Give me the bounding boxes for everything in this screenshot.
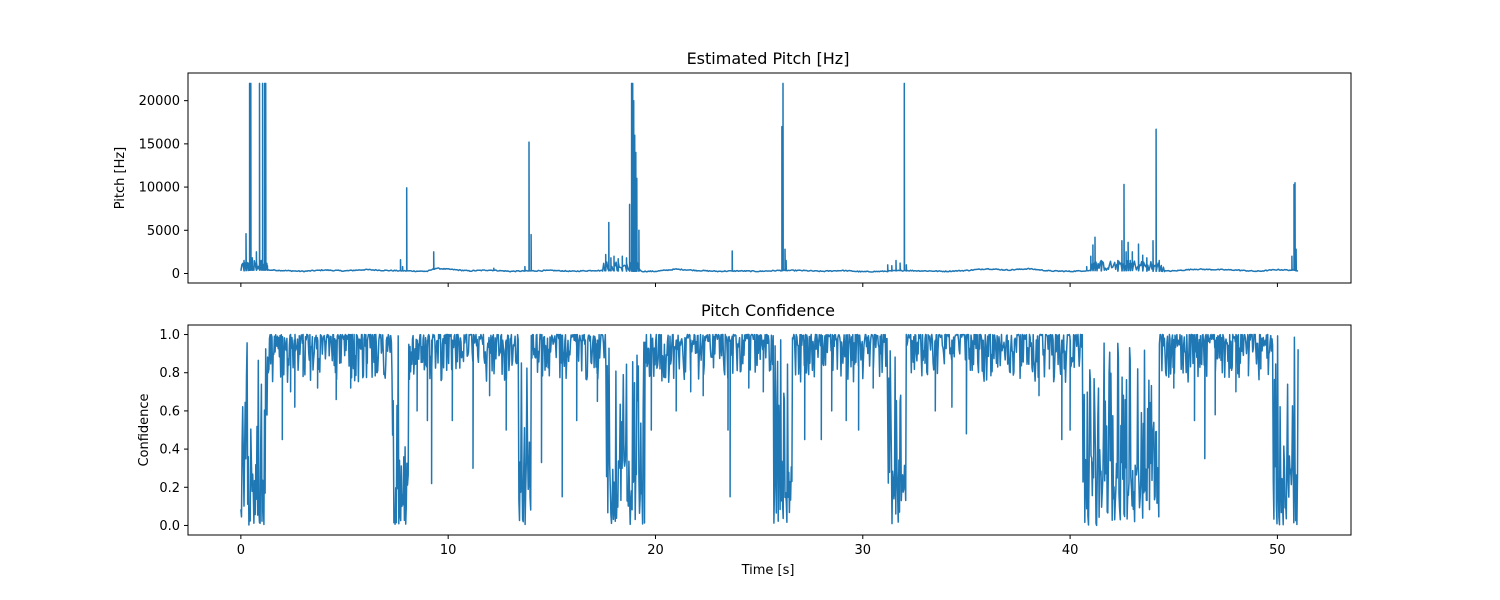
confidence-panel-title: Pitch Confidence	[701, 301, 835, 320]
confidence-y-axis-label: Confidence	[137, 393, 152, 466]
pitch-series-line	[240, 82, 1299, 273]
confidence-plot-frame	[187, 324, 1352, 536]
x-axis-label: Time [s]	[741, 563, 795, 578]
confidence-y-tick-label: 0.6	[159, 404, 180, 419]
confidence-y-tick-label: 0.2	[159, 481, 180, 496]
pitch-y-ticks: 0 5000 10000 15000 20000	[139, 94, 188, 282]
pitch-x-ticks	[240, 283, 1278, 287]
confidence-y-tick-label: 1.0	[159, 328, 180, 343]
confidence-x-tick-label: 30	[855, 543, 872, 558]
pitch-y-tick-label: 0	[172, 267, 180, 282]
pitch-plot-frame	[187, 72, 1352, 284]
pitch-y-tick-label: 20000	[139, 94, 180, 109]
pitch-y-tick-label: 15000	[139, 137, 180, 152]
confidence-x-tick-label: 0	[237, 543, 245, 558]
confidence-y-tick-label: 0.4	[159, 443, 180, 458]
confidence-x-ticks: 0 10 20 30 40 50	[237, 535, 1286, 558]
confidence-y-tick-label: 0.0	[159, 519, 180, 534]
pitch-panel-title: Estimated Pitch [Hz]	[687, 49, 850, 68]
confidence-x-tick-label: 40	[1062, 543, 1079, 558]
confidence-y-tick-label: 0.8	[159, 366, 180, 381]
confidence-x-tick-label: 20	[647, 543, 664, 558]
confidence-y-ticks: 0.0 0.2 0.4 0.6 0.8 1.0	[159, 328, 188, 534]
pitch-y-tick-label: 5000	[147, 224, 180, 239]
confidence-series-line	[240, 333, 1299, 527]
pitch-y-axis-label: Pitch [Hz]	[113, 147, 128, 210]
pitch-panel: Estimated Pitch [Hz] Pitch [Hz] 0 5000 100…	[113, 49, 1352, 287]
confidence-x-tick-label: 10	[440, 543, 457, 558]
confidence-panel: Pitch Confidence Confidence Time [s] 0.0…	[137, 301, 1352, 578]
confidence-x-tick-label: 50	[1269, 543, 1286, 558]
pitch-y-tick-label: 10000	[139, 181, 180, 196]
